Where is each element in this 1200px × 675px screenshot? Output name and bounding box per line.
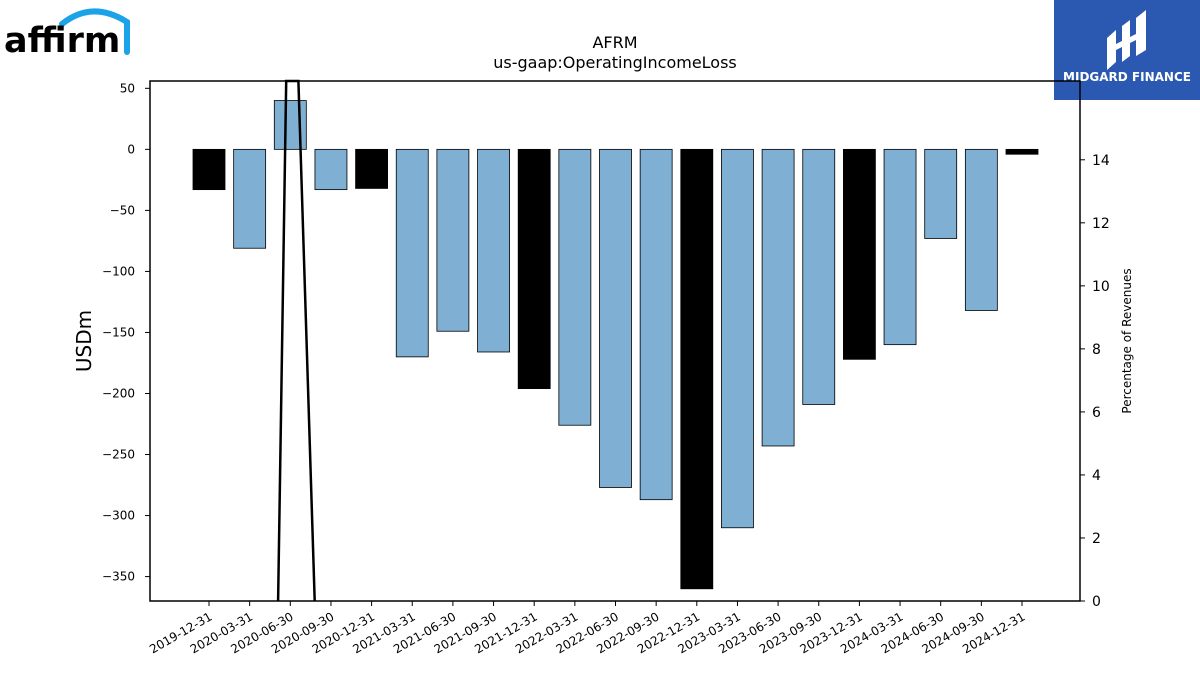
y-tick-label: −250 xyxy=(102,448,135,462)
bar-2020-09-30 xyxy=(314,148,348,191)
bar-2020-12-31 xyxy=(355,148,389,189)
bar-2022-09-30 xyxy=(639,148,673,501)
affirm-logo-arc-icon xyxy=(59,8,130,55)
bar-2024-09-30 xyxy=(964,148,998,311)
y-axis-label-right: Percentage of Revenues xyxy=(1120,268,1134,413)
y2-tick-label: 8 xyxy=(1092,342,1101,358)
midgard-emblem-icon xyxy=(1107,10,1146,70)
y-tick-label: −200 xyxy=(102,386,135,400)
x-axis: 2019-12-312020-03-312020-06-302020-09-30… xyxy=(147,601,1028,656)
y-tick-label: −300 xyxy=(102,509,135,523)
y2-tick-label: 2 xyxy=(1092,531,1101,547)
bar-2023-03-31 xyxy=(721,148,754,529)
y2-tick-label: 0 xyxy=(1092,594,1101,610)
bar-2022-03-31 xyxy=(558,148,592,426)
bar-2023-06-30 xyxy=(761,148,795,447)
y-tick-label: 50 xyxy=(120,81,135,95)
bar-2024-03-31 xyxy=(883,148,917,346)
affirm-logo: affirm xyxy=(4,8,130,61)
y-tick-label: −150 xyxy=(102,325,135,339)
percent-of-revenue-line xyxy=(276,79,316,602)
y-tick-label: −100 xyxy=(102,264,135,278)
chart-subtitle: us-gaap:OperatingIncomeLoss xyxy=(493,53,737,72)
bar-2021-06-30 xyxy=(436,148,470,332)
bar-2020-03-31 xyxy=(233,148,267,249)
y2-tick-label: 10 xyxy=(1092,279,1110,295)
y-axis-right: 0 2 4 6 8 10 12 14 xyxy=(1080,153,1110,610)
y2-tick-label: 6 xyxy=(1092,405,1101,421)
bar-2024-06-30 xyxy=(924,148,958,239)
bar-2021-12-31 xyxy=(517,148,551,390)
y-tick-label: −350 xyxy=(102,570,135,584)
bar-2019-12-31 xyxy=(192,148,226,191)
percent-of-revenue-line-group xyxy=(276,79,316,602)
bar-2023-12-31 xyxy=(843,148,876,360)
y2-tick-label: 14 xyxy=(1092,153,1110,169)
bar-2022-06-30 xyxy=(599,148,632,488)
bar-2021-09-30 xyxy=(477,148,510,353)
midgard-finance-logo: MIDGARD FINANCE xyxy=(1054,0,1200,100)
y-axis-label-left: USDm xyxy=(72,310,96,372)
bar-series xyxy=(192,100,1039,590)
bar-2021-03-31 xyxy=(395,148,429,358)
y-axis-left: 50 0 −50 −100 −150 −200 −250 −300 −350 xyxy=(102,81,150,584)
bar-2022-12-31 xyxy=(680,148,714,590)
y2-tick-label: 4 xyxy=(1092,468,1101,484)
midgard-logo-text: MIDGARD FINANCE xyxy=(1063,70,1191,84)
affirm-logo-text: affirm xyxy=(4,21,120,61)
y2-tick-label: 12 xyxy=(1092,216,1110,232)
y-tick-label: −50 xyxy=(110,203,135,217)
chart-title: AFRM xyxy=(592,33,637,52)
bar-2024-12-31 xyxy=(1005,148,1039,155)
bar-2023-09-30 xyxy=(802,148,836,405)
y-tick-label: 0 xyxy=(127,142,135,156)
